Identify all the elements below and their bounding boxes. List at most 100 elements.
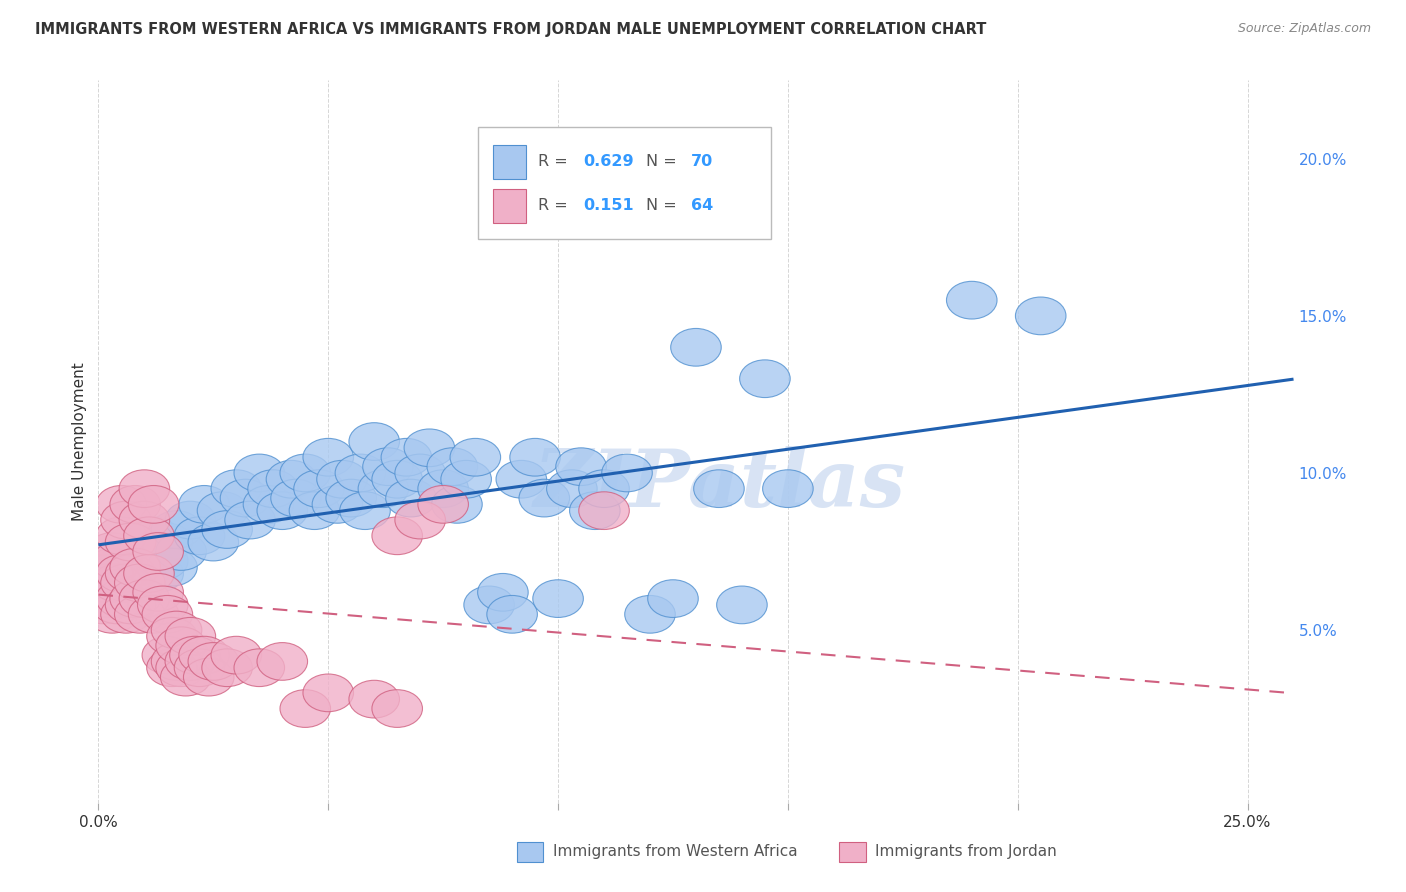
Ellipse shape (142, 636, 193, 674)
Ellipse shape (101, 596, 152, 633)
Ellipse shape (152, 642, 202, 681)
Ellipse shape (257, 642, 308, 681)
Text: Immigrants from Jordan: Immigrants from Jordan (876, 845, 1057, 859)
Text: ZIPatlas: ZIPatlas (534, 446, 905, 524)
Ellipse shape (740, 359, 790, 398)
Ellipse shape (290, 491, 340, 530)
Ellipse shape (271, 479, 322, 517)
Ellipse shape (373, 517, 422, 555)
Ellipse shape (152, 510, 202, 549)
Ellipse shape (404, 429, 454, 467)
Ellipse shape (335, 454, 385, 491)
Ellipse shape (110, 485, 160, 524)
Ellipse shape (496, 460, 547, 498)
Ellipse shape (418, 470, 468, 508)
Ellipse shape (717, 586, 768, 624)
Ellipse shape (395, 501, 446, 539)
Ellipse shape (648, 580, 699, 617)
Ellipse shape (96, 580, 146, 617)
Ellipse shape (83, 555, 134, 592)
Ellipse shape (146, 549, 197, 586)
Ellipse shape (134, 555, 183, 592)
Ellipse shape (96, 517, 146, 555)
Ellipse shape (257, 491, 308, 530)
Ellipse shape (221, 479, 271, 517)
Ellipse shape (105, 586, 156, 624)
Ellipse shape (120, 533, 170, 570)
Ellipse shape (156, 648, 207, 687)
Ellipse shape (124, 517, 174, 555)
Text: N =: N = (645, 154, 682, 169)
Ellipse shape (486, 596, 537, 633)
Ellipse shape (101, 542, 152, 580)
Ellipse shape (280, 690, 330, 727)
Ellipse shape (349, 681, 399, 718)
Ellipse shape (340, 491, 391, 530)
Ellipse shape (138, 542, 188, 580)
Y-axis label: Male Unemployment: Male Unemployment (72, 362, 87, 521)
Ellipse shape (266, 460, 316, 498)
Text: 0.629: 0.629 (583, 154, 634, 169)
Ellipse shape (202, 648, 253, 687)
Ellipse shape (142, 596, 193, 633)
Ellipse shape (87, 596, 138, 633)
Ellipse shape (478, 574, 529, 611)
Ellipse shape (120, 501, 170, 539)
Ellipse shape (134, 574, 183, 611)
Ellipse shape (946, 281, 997, 319)
Text: Immigrants from Western Africa: Immigrants from Western Africa (553, 845, 797, 859)
Ellipse shape (91, 564, 142, 602)
Ellipse shape (83, 580, 134, 617)
Ellipse shape (671, 328, 721, 366)
Ellipse shape (302, 438, 353, 476)
Ellipse shape (174, 648, 225, 687)
Ellipse shape (762, 470, 813, 508)
Ellipse shape (165, 642, 215, 681)
Ellipse shape (114, 564, 165, 602)
Text: Source: ZipAtlas.com: Source: ZipAtlas.com (1237, 22, 1371, 36)
Ellipse shape (87, 549, 138, 586)
Ellipse shape (114, 596, 165, 633)
Ellipse shape (312, 485, 363, 524)
Ellipse shape (385, 479, 436, 517)
Ellipse shape (381, 438, 432, 476)
Ellipse shape (77, 586, 128, 624)
Ellipse shape (110, 580, 160, 617)
Ellipse shape (373, 690, 422, 727)
Ellipse shape (128, 596, 179, 633)
Ellipse shape (280, 454, 330, 491)
Text: 70: 70 (692, 154, 713, 169)
Ellipse shape (146, 617, 197, 655)
Ellipse shape (165, 617, 215, 655)
Ellipse shape (77, 564, 128, 602)
Ellipse shape (225, 501, 276, 539)
Ellipse shape (555, 448, 606, 485)
Ellipse shape (134, 533, 183, 570)
Ellipse shape (533, 580, 583, 617)
Ellipse shape (510, 438, 561, 476)
Text: R =: R = (538, 154, 574, 169)
FancyBboxPatch shape (494, 188, 526, 223)
Ellipse shape (243, 485, 294, 524)
Ellipse shape (579, 470, 630, 508)
Ellipse shape (165, 501, 215, 539)
Ellipse shape (110, 549, 160, 586)
Text: N =: N = (645, 199, 682, 213)
Ellipse shape (233, 454, 284, 491)
Ellipse shape (349, 423, 399, 460)
Ellipse shape (1015, 297, 1066, 334)
Ellipse shape (128, 485, 179, 524)
Ellipse shape (519, 479, 569, 517)
FancyBboxPatch shape (517, 842, 543, 862)
Ellipse shape (110, 549, 160, 586)
Ellipse shape (450, 438, 501, 476)
Ellipse shape (179, 636, 229, 674)
Ellipse shape (96, 555, 146, 592)
Ellipse shape (569, 491, 620, 530)
Ellipse shape (359, 470, 409, 508)
Ellipse shape (363, 448, 413, 485)
Ellipse shape (101, 564, 152, 602)
Ellipse shape (120, 470, 170, 508)
Ellipse shape (432, 485, 482, 524)
Ellipse shape (197, 491, 247, 530)
